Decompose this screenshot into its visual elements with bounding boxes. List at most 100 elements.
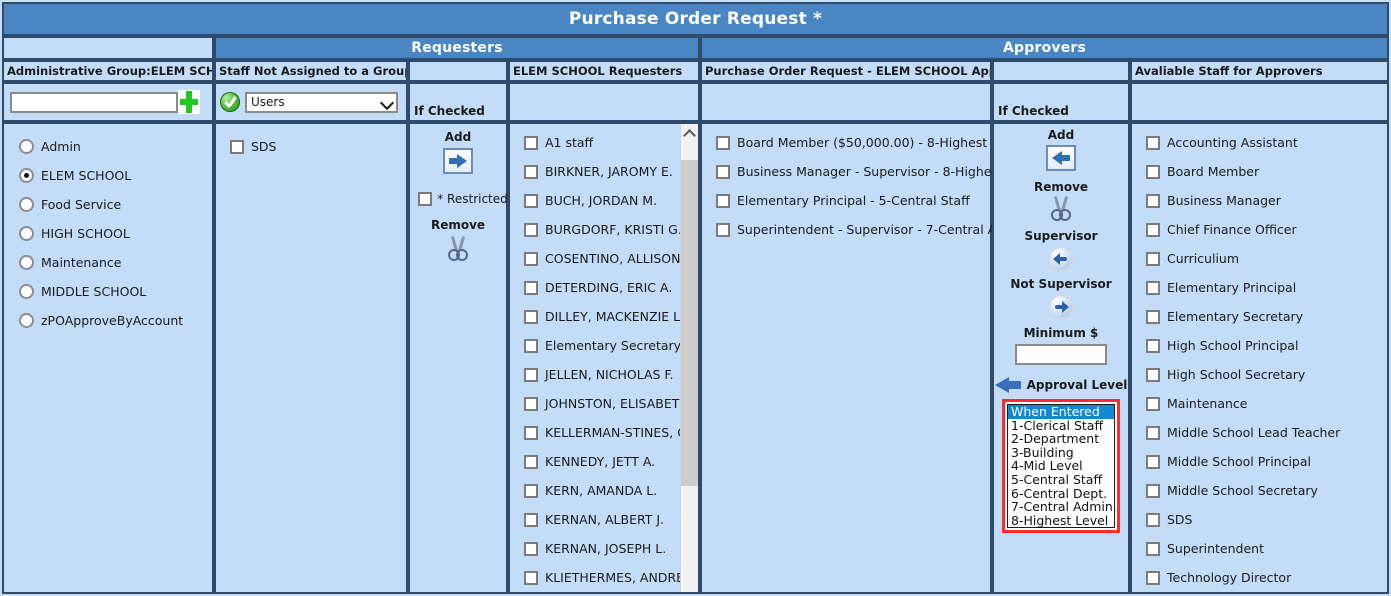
requester-list-item[interactable]: Elementary Secretary — [510, 331, 698, 360]
approver-list-item[interactable]: Board Member ($50,000.00) - 8-Highest Le… — [702, 128, 1024, 157]
list-item-checkbox[interactable] — [524, 164, 538, 179]
available-staff-list-item[interactable]: Maintenance — [1132, 389, 1387, 418]
available-staff-list-item[interactable]: Middle School Secretary — [1132, 476, 1387, 505]
arrow-undo-icon[interactable] — [1048, 246, 1074, 272]
elem-requesters-scrollbar[interactable] — [680, 124, 698, 592]
remove-requester-scissors-icon[interactable] — [447, 235, 469, 262]
approver-list-item[interactable]: Business Manager - Supervisor - 8-Highes… — [702, 157, 1040, 186]
requester-list-item[interactable]: DILLEY, MACKENZIE L. — [510, 302, 698, 331]
list-item-checkbox[interactable] — [716, 193, 730, 208]
list-item-checkbox[interactable] — [1146, 396, 1160, 411]
admin-group-radio-item[interactable]: HIGH SCHOOL — [4, 219, 212, 248]
available-staff-list-item[interactable]: SDS — [1132, 505, 1387, 534]
available-staff-list-item[interactable]: Accounting Assistant — [1132, 128, 1387, 157]
list-item-checkbox[interactable] — [1146, 541, 1160, 556]
list-item-checkbox[interactable] — [1146, 512, 1160, 527]
available-staff-list-item[interactable]: Curriculium — [1132, 244, 1387, 273]
requester-list-item[interactable]: COSENTINO, ALLISON S. — [510, 244, 698, 273]
admin-group-radio-item[interactable]: Food Service — [4, 190, 212, 219]
list-item-checkbox[interactable] — [1146, 483, 1160, 498]
add-approver-button[interactable] — [1046, 145, 1076, 171]
available-staff-list-item[interactable]: Middle School Lead Teacher — [1132, 418, 1387, 447]
approver-list-item[interactable]: Superintendent - Supervisor - 7-Central … — [702, 215, 1031, 244]
list-item-checkbox[interactable] — [230, 139, 244, 154]
list-item-checkbox[interactable] — [524, 541, 538, 556]
requester-list-item[interactable]: BUCH, JORDAN M. — [510, 186, 698, 215]
restricted-checkbox[interactable] — [418, 192, 433, 206]
available-staff-list-item[interactable]: Board Member — [1132, 157, 1387, 186]
requester-list-item[interactable]: BIRKNER, JAROMY E. — [510, 157, 698, 186]
list-item-checkbox[interactable] — [524, 222, 538, 237]
available-staff-list-item[interactable]: High School Secretary — [1132, 360, 1387, 389]
requester-list-item[interactable]: BURGDORF, KRISTI G. — [510, 215, 698, 244]
available-staff-list-item[interactable]: Technology Director — [1132, 563, 1387, 592]
user-type-select[interactable]: Users — [245, 91, 398, 113]
available-staff-list-item[interactable]: Business Manager — [1132, 186, 1387, 215]
minimum-dollar-input[interactable] — [1015, 344, 1107, 365]
list-item-checkbox[interactable] — [524, 338, 538, 353]
available-staff-list-item[interactable]: Elementary Secretary — [1132, 302, 1387, 331]
admin-group-radio[interactable] — [19, 226, 34, 241]
list-item-checkbox[interactable] — [524, 280, 538, 295]
list-item-checkbox[interactable] — [524, 425, 538, 440]
admin-group-radio[interactable] — [19, 139, 34, 154]
approval-level-option[interactable]: 8-Highest Level — [1011, 512, 1109, 528]
plus-icon[interactable] — [178, 90, 200, 114]
list-item-checkbox[interactable] — [524, 483, 538, 498]
available-staff-list-item[interactable]: Elementary Principal — [1132, 273, 1387, 302]
admin-group-radio[interactable] — [19, 168, 34, 183]
list-item-checkbox[interactable] — [524, 251, 538, 266]
approval-level-option[interactable]: 7-Central Admin. — [1011, 499, 1117, 515]
requester-list-item[interactable]: KELLERMAN-STINES, CALEB — [510, 418, 698, 447]
list-item-checkbox[interactable] — [524, 193, 538, 208]
list-item-checkbox[interactable] — [1146, 280, 1160, 295]
list-item-checkbox[interactable] — [1146, 164, 1160, 179]
list-item-checkbox[interactable] — [1146, 338, 1160, 353]
admin-group-radio-item[interactable]: ELEM SCHOOL — [4, 161, 212, 190]
admin-group-radio[interactable] — [19, 255, 34, 270]
admin-group-radio[interactable] — [19, 313, 34, 328]
list-item-checkbox[interactable] — [1146, 570, 1160, 585]
available-staff-list-item[interactable]: Superintendent — [1132, 534, 1387, 563]
approval-level-option[interactable]: When Entered — [1008, 405, 1114, 419]
admin-group-radio-item[interactable]: MIDDLE SCHOOL — [4, 277, 212, 306]
approval-level-option[interactable]: 2-Department — [1011, 431, 1100, 447]
approval-level-option[interactable]: 4-Mid Level — [1011, 458, 1083, 474]
requester-list-item[interactable]: KERNAN, JOSEPH L. — [510, 534, 698, 563]
list-item-checkbox[interactable] — [524, 454, 538, 469]
list-item-checkbox[interactable] — [1146, 193, 1160, 208]
available-staff-list-item[interactable]: Middle School Principal — [1132, 447, 1387, 476]
list-item-checkbox[interactable] — [524, 512, 538, 527]
list-item-checkbox[interactable] — [1146, 135, 1160, 150]
available-staff-list-item[interactable]: High School Principal — [1132, 331, 1387, 360]
admin-group-radio[interactable] — [19, 197, 34, 212]
chevron-up-icon[interactable] — [681, 124, 698, 141]
admin-group-radio-item[interactable]: Admin — [4, 132, 212, 161]
available-staff-list-item[interactable]: Chief Finance Officer — [1132, 215, 1387, 244]
approver-list-item[interactable]: Elementary Principal - 5-Central Staff — [702, 186, 990, 215]
list-item-checkbox[interactable] — [524, 367, 538, 382]
remove-approver-scissors-icon[interactable] — [1050, 195, 1072, 222]
requester-list-item[interactable]: KERN, AMANDA L. — [510, 476, 698, 505]
scrollbar-thumb[interactable] — [681, 160, 698, 486]
arrow-redo-icon[interactable] — [1048, 294, 1074, 320]
staff-not-assigned-item[interactable]: SDS — [216, 132, 406, 161]
approval-level-option[interactable]: 3-Building — [1011, 444, 1074, 460]
approval-level-option[interactable]: 5-Central Staff — [1011, 471, 1103, 487]
requester-list-item[interactable]: A1 staff — [510, 128, 698, 157]
requester-list-item[interactable]: KENNEDY, JETT A. — [510, 447, 698, 476]
requester-list-item[interactable]: JOHNSTON, ELISABETH A. — [510, 389, 698, 418]
list-item-checkbox[interactable] — [1146, 309, 1160, 324]
list-item-checkbox[interactable] — [1146, 367, 1160, 382]
new-group-input[interactable] — [10, 91, 178, 113]
admin-group-radio[interactable] — [19, 284, 34, 299]
list-item-checkbox[interactable] — [524, 570, 538, 585]
requester-list-item[interactable]: KERNAN, ALBERT J. — [510, 505, 698, 534]
list-item-checkbox[interactable] — [524, 396, 538, 411]
list-item-checkbox[interactable] — [1146, 454, 1160, 469]
requester-list-item[interactable]: DETERDING, ERIC A. — [510, 273, 698, 302]
arrow-left-icon[interactable] — [994, 377, 1021, 393]
green-check-icon[interactable] — [220, 92, 240, 112]
approval-level-option[interactable]: 6-Central Dept. — [1011, 485, 1108, 501]
list-item-checkbox[interactable] — [716, 164, 730, 179]
